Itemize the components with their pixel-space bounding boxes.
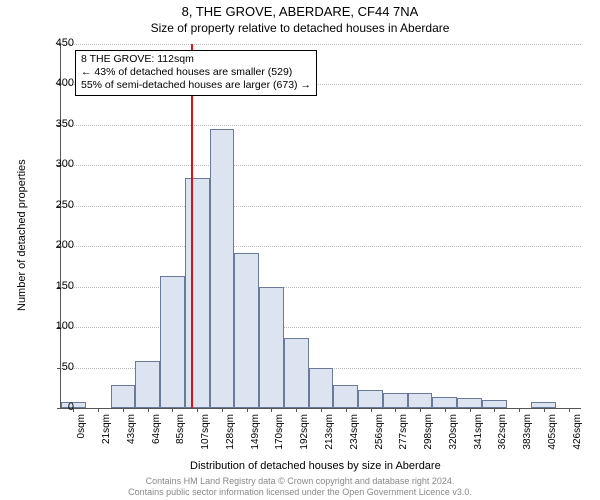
histogram-bar [333, 385, 358, 408]
plot-area: 8 THE GROVE: 112sqm ← 43% of detached ho… [60, 44, 581, 409]
footer-line-1: Contains HM Land Registry data © Crown c… [0, 476, 600, 487]
y-tick-label: 200 [34, 239, 74, 251]
gridline [61, 165, 581, 166]
marker-line [191, 44, 193, 408]
histogram-bar [432, 397, 457, 408]
histogram-bar [358, 390, 383, 408]
info-line-3: 55% of semi-detached houses are larger (… [81, 79, 311, 92]
x-tick-label: 149sqm [250, 414, 261, 460]
histogram-bar [457, 398, 482, 408]
y-tick-label: 300 [34, 158, 74, 170]
x-tick-label: 192sqm [299, 414, 310, 460]
histogram-bar [309, 368, 334, 408]
footer-line-2: Contains public sector information licen… [0, 487, 600, 498]
chart-title: 8, THE GROVE, ABERDARE, CF44 7NA [0, 0, 600, 21]
x-tick-mark [470, 408, 471, 412]
histogram-bar [210, 129, 235, 408]
x-tick-label: 43sqm [126, 414, 137, 460]
histogram-bar [111, 385, 136, 408]
x-tick-mark [172, 408, 173, 412]
info-line-2: ← 43% of detached houses are smaller (52… [81, 66, 311, 79]
info-line-1: 8 THE GROVE: 112sqm [81, 53, 311, 66]
x-tick-mark [98, 408, 99, 412]
x-tick-mark [494, 408, 495, 412]
chart-footer: Contains HM Land Registry data © Crown c… [0, 476, 600, 498]
x-tick-label: 85sqm [175, 414, 186, 460]
y-tick-label: 350 [34, 118, 74, 130]
histogram-bar [160, 276, 185, 408]
gridline [61, 246, 581, 247]
x-tick-mark [247, 408, 248, 412]
y-tick-label: 250 [34, 199, 74, 211]
y-tick-label: 0 [34, 401, 74, 413]
x-tick-label: 0sqm [76, 414, 87, 460]
x-tick-label: 128sqm [225, 414, 236, 460]
y-tick-label: 50 [34, 361, 74, 373]
x-axis-label: Distribution of detached houses by size … [190, 460, 441, 472]
gridline [61, 44, 581, 45]
x-tick-mark [395, 408, 396, 412]
x-tick-label: 21sqm [101, 414, 112, 460]
histogram-bar [383, 393, 408, 408]
x-tick-mark [544, 408, 545, 412]
x-tick-label: 256sqm [374, 414, 385, 460]
x-tick-mark [148, 408, 149, 412]
x-tick-mark [569, 408, 570, 412]
histogram-bar [234, 253, 259, 408]
y-tick-label: 150 [34, 280, 74, 292]
x-tick-label: 362sqm [497, 414, 508, 460]
chart-subtitle: Size of property relative to detached ho… [0, 21, 600, 39]
x-tick-label: 170sqm [274, 414, 285, 460]
histogram-bar [185, 178, 210, 408]
x-tick-label: 234sqm [349, 414, 360, 460]
x-tick-label: 405sqm [547, 414, 558, 460]
x-tick-mark [197, 408, 198, 412]
x-tick-label: 64sqm [151, 414, 162, 460]
x-tick-label: 426sqm [572, 414, 583, 460]
x-tick-mark [222, 408, 223, 412]
histogram-bar [259, 287, 284, 408]
histogram-bar [482, 400, 507, 408]
x-tick-label: 213sqm [324, 414, 335, 460]
y-tick-label: 400 [34, 77, 74, 89]
histogram-bar [284, 338, 309, 408]
y-axis-label: Number of detached properties [16, 159, 28, 311]
gridline [61, 125, 581, 126]
y-tick-label: 100 [34, 320, 74, 332]
x-tick-mark [519, 408, 520, 412]
x-tick-mark [445, 408, 446, 412]
x-tick-label: 320sqm [448, 414, 459, 460]
x-tick-label: 383sqm [522, 414, 533, 460]
marker-info-box: 8 THE GROVE: 112sqm ← 43% of detached ho… [75, 50, 317, 96]
histogram-chart: 8, THE GROVE, ABERDARE, CF44 7NA Size of… [0, 0, 600, 500]
gridline [61, 206, 581, 207]
y-tick-label: 450 [34, 37, 74, 49]
x-tick-mark [123, 408, 124, 412]
gridline [61, 287, 581, 288]
x-tick-mark [271, 408, 272, 412]
x-tick-label: 277sqm [398, 414, 409, 460]
x-tick-mark [420, 408, 421, 412]
x-tick-mark [321, 408, 322, 412]
x-tick-mark [296, 408, 297, 412]
x-tick-label: 298sqm [423, 414, 434, 460]
x-tick-label: 107sqm [200, 414, 211, 460]
gridline [61, 327, 581, 328]
x-tick-label: 341sqm [473, 414, 484, 460]
histogram-bar [135, 361, 160, 408]
histogram-bar [408, 393, 433, 408]
x-tick-mark [346, 408, 347, 412]
x-tick-mark [371, 408, 372, 412]
